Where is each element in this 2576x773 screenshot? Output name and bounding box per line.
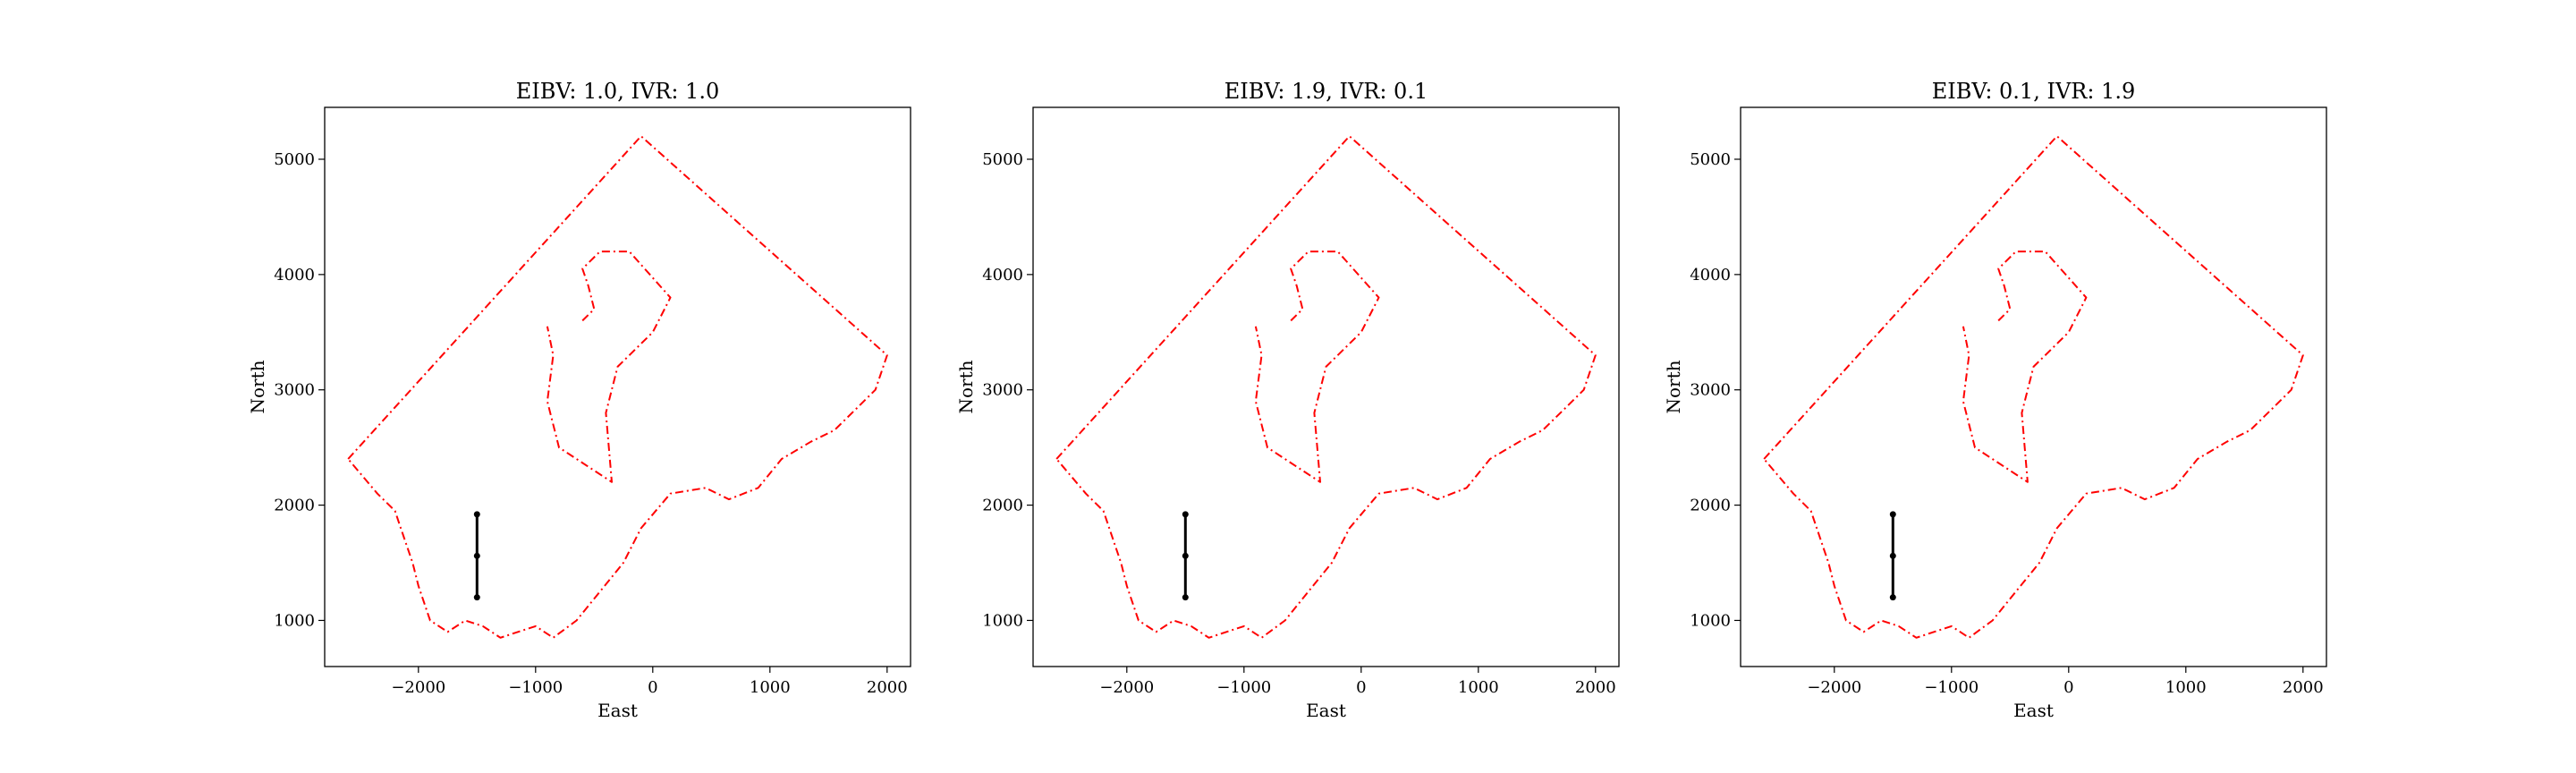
y-axis-label: North: [955, 360, 977, 413]
trajectory-point: [1182, 511, 1189, 518]
y-tick-label: 2000: [274, 497, 315, 515]
trajectory-point: [1182, 594, 1189, 601]
chart-2: EIBV: 1.9, IVR: 0.1 −2000 −1000 0 1000 2000 10…: [955, 79, 1620, 721]
y-tick-label: 2000: [982, 497, 1023, 515]
y-tick-label: 5000: [982, 150, 1023, 169]
x-tick-label: 1000: [2165, 678, 2207, 697]
inner-boundary-line: [1254, 251, 1380, 483]
x-tick-label: −1000: [508, 678, 563, 697]
trajectory-point: [473, 594, 480, 601]
x-tick-label: −2000: [1099, 678, 1154, 697]
y-tick-label: 4000: [274, 266, 315, 285]
chart-1: EIBV: 1.0, IVR: 1.0 −2000 −1000 0 1000 2000 10…: [247, 79, 911, 721]
x-tick-label: 1000: [750, 678, 791, 697]
x-tick-label: −1000: [1216, 678, 1271, 697]
inner-boundary-line: [546, 251, 672, 483]
y-tick-label: 1000: [274, 611, 315, 630]
trajectory-point: [1889, 594, 1896, 601]
outer-boundary-line: [1763, 135, 2304, 639]
axes-frame: [1740, 106, 2327, 667]
trajectory-point: [473, 511, 480, 518]
y-tick-label: 4000: [982, 266, 1023, 285]
axes-frame: [1032, 106, 1620, 667]
y-tick-label: 1000: [982, 611, 1023, 630]
y-tick-label: 1000: [1690, 611, 1731, 630]
y-tick-label: 3000: [1690, 381, 1731, 400]
trajectory-point: [1889, 552, 1896, 559]
y-axis-label: North: [247, 360, 268, 413]
outer-boundary-line: [1055, 135, 1597, 639]
x-tick-label: 1000: [1458, 678, 1499, 697]
x-tick-label: 2000: [867, 678, 908, 697]
x-tick-label: −2000: [391, 678, 445, 697]
x-tick-label: −1000: [1924, 678, 1979, 697]
y-tick-label: 4000: [1690, 266, 1731, 285]
x-axis-label: East: [2013, 700, 2054, 721]
trajectory-point: [1889, 511, 1896, 518]
y-tick-label: 3000: [274, 381, 315, 400]
chart-title: EIBV: 1.0, IVR: 1.0: [516, 79, 719, 104]
axes-frame: [324, 106, 911, 667]
trajectory-point: [1182, 552, 1189, 559]
x-axis-label: East: [1306, 700, 1346, 721]
y-axis-label: North: [1663, 360, 1684, 413]
x-tick-label: 0: [648, 678, 657, 697]
x-tick-label: 2000: [1575, 678, 1616, 697]
x-tick-label: 2000: [2283, 678, 2324, 697]
y-tick-label: 5000: [1690, 150, 1731, 169]
outer-boundary-line: [347, 135, 888, 639]
chart-3: EIBV: 0.1, IVR: 1.9 −2000 −1000 0 1000 2000 10…: [1663, 79, 2327, 721]
y-tick-label: 3000: [982, 381, 1023, 400]
trajectory-point: [473, 552, 480, 559]
chart-title: EIBV: 1.9, IVR: 0.1: [1224, 79, 1428, 104]
inner-boundary-line: [1962, 251, 2088, 483]
x-tick-label: 0: [2063, 678, 2073, 697]
x-axis-label: East: [597, 700, 638, 721]
y-tick-label: 5000: [274, 150, 315, 169]
x-tick-label: −2000: [1807, 678, 1861, 697]
chart-title: EIBV: 0.1, IVR: 1.9: [1932, 79, 2135, 104]
x-tick-label: 0: [1356, 678, 1366, 697]
y-tick-label: 2000: [1690, 497, 1731, 515]
